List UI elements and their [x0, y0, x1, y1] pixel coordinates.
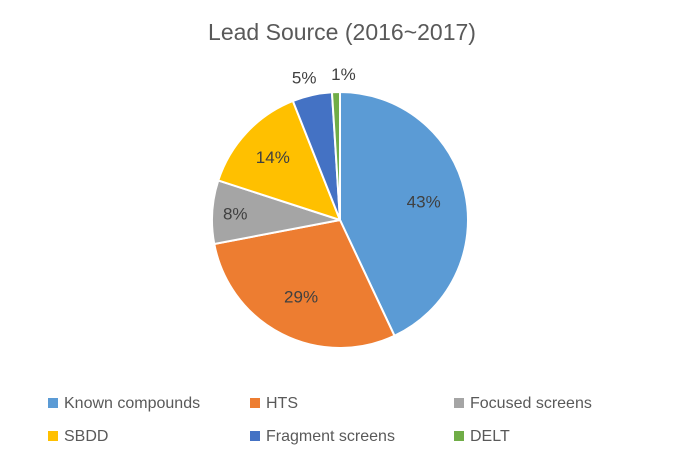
- pie-slice-hts: [213, 218, 396, 349]
- slice-label-known-compounds: 43%: [407, 192, 441, 211]
- pie-slice-labels: 43% 29% 8% 14% 5% 1%: [223, 65, 441, 306]
- legend-label-known-compounds: Known compounds: [64, 395, 200, 412]
- legend-swatch-focused-screens: [454, 398, 464, 408]
- slice-label-fragment-screens: 5%: [292, 69, 317, 88]
- slice-label-focused-screens: 8%: [223, 204, 248, 223]
- legend-label-fragment-screens: Fragment screens: [266, 428, 395, 445]
- legend-swatch-delt: [454, 431, 464, 441]
- legend-swatch-known-compounds: [48, 398, 58, 408]
- legend-label-delt: DELT: [470, 428, 510, 445]
- chart-legend: Known compounds HTS Focused screens SBDD Fra…: [48, 395, 592, 445]
- slice-label-hts: 29%: [284, 287, 318, 306]
- pie-slice-delt: [330, 90, 341, 221]
- legend-label-hts: HTS: [266, 395, 298, 412]
- legend-label-focused-screens: Focused screens: [470, 395, 592, 412]
- slice-label-delt: 1%: [331, 65, 356, 84]
- pie-slice-known-compounds: [339, 90, 469, 338]
- slice-label-sbdd: 14%: [256, 148, 290, 167]
- pie-slice-sbdd: [217, 99, 342, 222]
- legend-swatch-fragment-screens: [250, 431, 260, 441]
- legend-swatch-sbdd: [48, 431, 58, 441]
- legend-label-sbdd: SBDD: [64, 428, 108, 445]
- pie-slices: [211, 90, 469, 349]
- legend-swatch-hts: [250, 398, 260, 408]
- chart-title: Lead Source (2016~2017): [208, 19, 476, 45]
